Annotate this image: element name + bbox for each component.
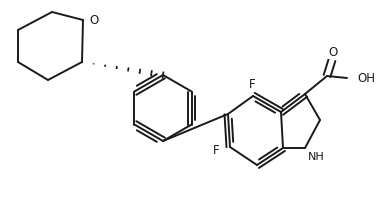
Text: OH: OH	[357, 71, 375, 84]
Text: O: O	[89, 13, 98, 27]
Text: NH: NH	[308, 152, 325, 162]
Text: F: F	[213, 145, 219, 157]
Text: O: O	[328, 46, 338, 59]
Text: F: F	[249, 78, 255, 92]
